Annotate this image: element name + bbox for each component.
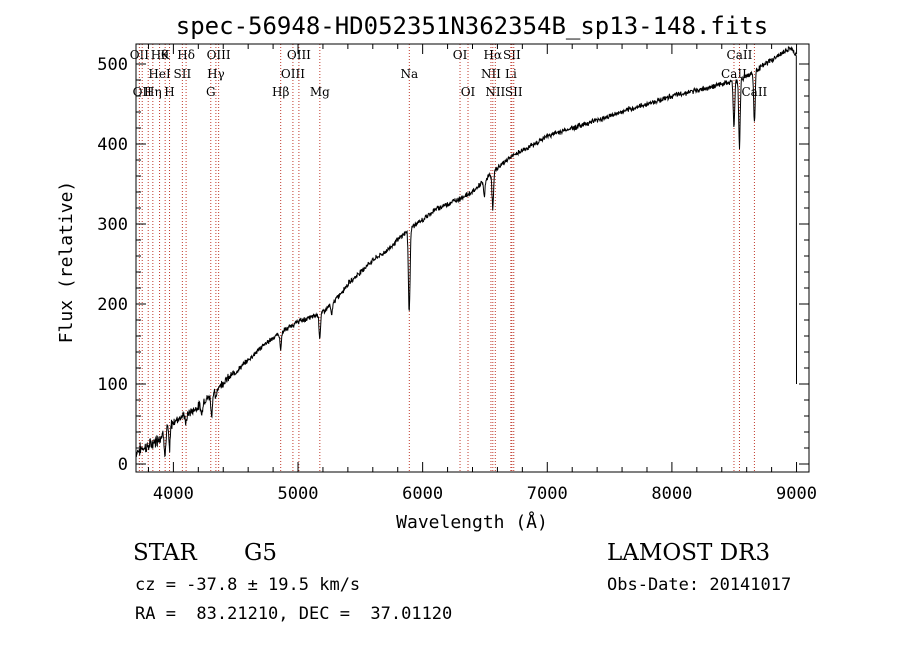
marker-label: HeI <box>148 67 171 81</box>
marker-label: Mg <box>310 85 330 99</box>
marker-label: SII <box>505 85 523 99</box>
marker-label: K <box>161 48 171 62</box>
marker-label: OIII <box>287 48 311 62</box>
marker-label: OIII <box>207 48 231 62</box>
object-type: STAR <box>133 540 197 566</box>
y-tick-label: 300 <box>97 215 128 235</box>
x-tick-label: 5000 <box>278 484 319 504</box>
y-tick-label: 0 <box>118 455 128 475</box>
y-tick-label: 100 <box>97 375 128 395</box>
spectral-subclass: G5 <box>244 540 278 566</box>
marker-label: NII <box>481 67 501 81</box>
marker-label: Li <box>505 67 517 81</box>
plot-frame <box>135 43 810 473</box>
marker-label: SII <box>174 67 192 81</box>
y-tick-label: 200 <box>97 295 128 315</box>
marker-label: OIII <box>281 67 305 81</box>
x-tick-label: 7000 <box>527 484 568 504</box>
marker-label: Na <box>400 67 418 81</box>
marker-label: CaII <box>721 67 747 81</box>
marker-label: Hβ <box>272 85 289 99</box>
marker-label: Hα <box>484 48 503 62</box>
x-tick-label: 4000 <box>153 484 194 504</box>
coordinates-text: RA = 83.21210, DEC = 37.01120 <box>135 604 453 624</box>
marker-label: OI <box>461 85 476 99</box>
y-axis-label: Flux (relative) <box>56 181 77 344</box>
marker-label: Hη <box>144 85 162 99</box>
x-tick-label: 8000 <box>651 484 692 504</box>
x-tick-label: 6000 <box>402 484 443 504</box>
x-axis-label: Wavelength (Å) <box>396 511 548 533</box>
marker-label: SII <box>503 48 521 62</box>
marker-label: CaII <box>727 48 753 62</box>
axes: 4000 5000 6000 7000 8000 9000 0 100 200 300 400 500 <box>97 44 817 504</box>
y-tick-label: 500 <box>97 55 128 75</box>
line-markers: OIIOIIHηHθHeIKHSIIHδGHγOIIIHβOIIIOIIIMgN… <box>130 44 768 472</box>
chart-title: spec-56948-HD052351N362354B_sp13-148.fit… <box>176 12 768 40</box>
obs-date-text: Obs-Date: 20141017 <box>607 575 792 595</box>
marker-label: CaII <box>741 85 767 99</box>
marker-label: NII <box>485 85 505 99</box>
marker-label: Hδ <box>177 48 195 62</box>
marker-label: Hθ <box>151 48 169 62</box>
marker-label: OII <box>130 48 150 62</box>
marker-label: H <box>164 85 174 99</box>
spectrum-line <box>135 45 797 458</box>
y-tick-label: 400 <box>97 135 128 155</box>
spectrum-series <box>135 45 797 458</box>
marker-label: Hγ <box>207 67 225 81</box>
redshift-text: cz = -37.8 ± 19.5 km/s <box>135 575 361 595</box>
marker-label: OI <box>453 48 468 62</box>
survey-name: LAMOST DR3 <box>607 540 771 566</box>
x-tick-label: 9000 <box>776 484 817 504</box>
marker-label: G <box>206 85 216 99</box>
